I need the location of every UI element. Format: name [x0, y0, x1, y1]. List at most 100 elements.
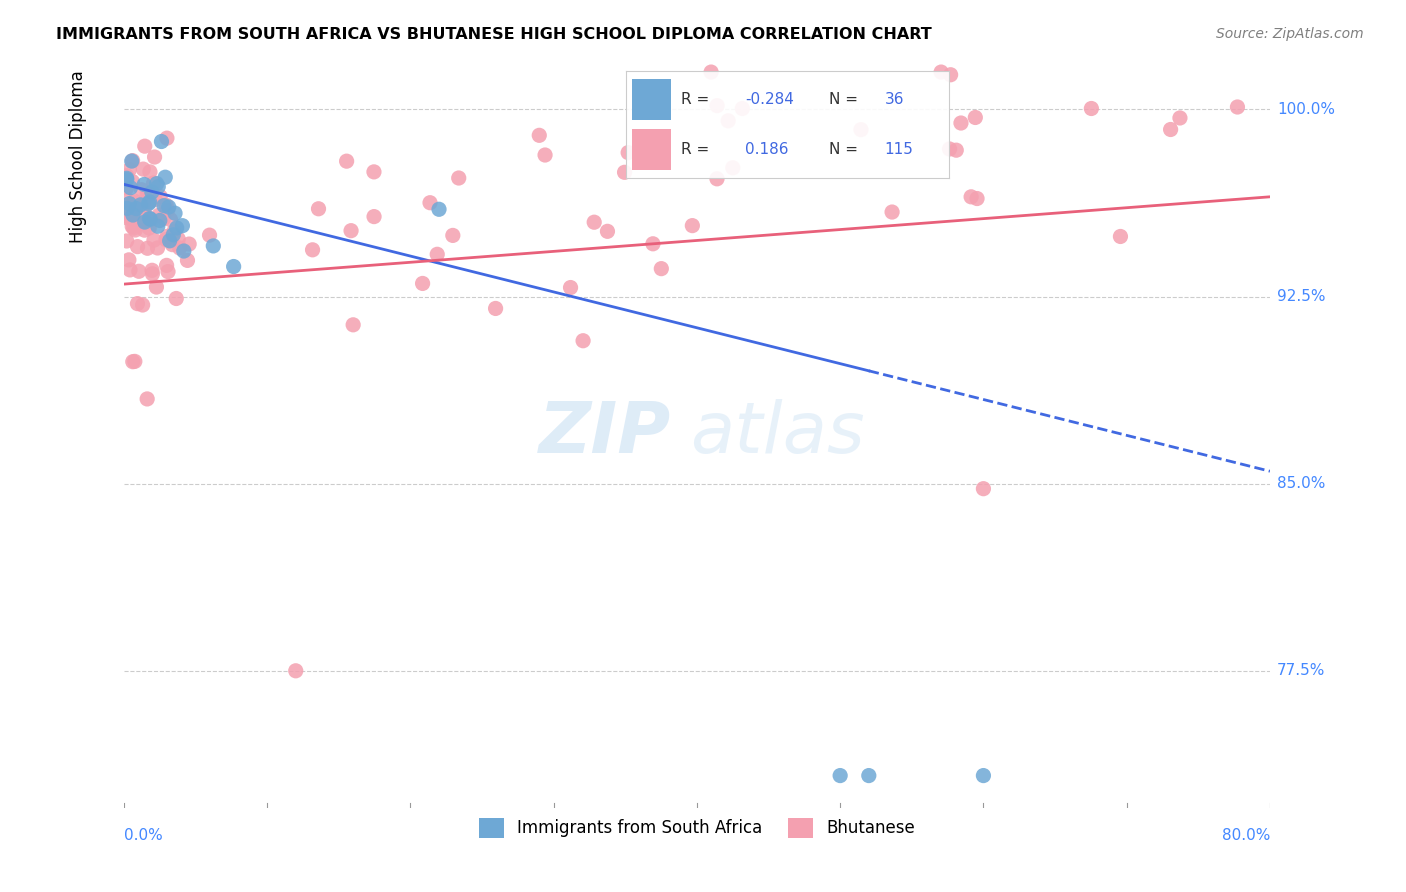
Text: R =: R = [681, 92, 714, 107]
Point [342, 318, 364, 332]
Point [121, 154, 143, 169]
Text: -0.284: -0.284 [745, 92, 794, 107]
Point [115, 234, 138, 248]
Point [159, 234, 181, 248]
Point [127, 212, 149, 227]
Point [145, 177, 167, 191]
Point [706, 98, 728, 112]
Point [1160, 122, 1182, 136]
Text: 100.0%: 100.0% [1277, 102, 1336, 117]
Point [145, 280, 167, 294]
Point [427, 202, 450, 217]
Point [529, 128, 551, 143]
Point [134, 223, 156, 237]
Point [125, 202, 148, 216]
Point [141, 185, 163, 199]
Point [613, 165, 636, 179]
Point [419, 195, 441, 210]
Point [155, 233, 177, 247]
Point [965, 111, 987, 125]
Point [426, 247, 449, 261]
Point [142, 176, 165, 190]
Point [162, 237, 184, 252]
Point [939, 68, 962, 82]
Point [159, 212, 181, 227]
Text: 0.0%: 0.0% [124, 828, 163, 843]
Point [534, 148, 557, 162]
Point [583, 215, 606, 229]
Point [157, 200, 180, 214]
Point [650, 261, 672, 276]
Point [173, 244, 195, 258]
Point [149, 213, 172, 227]
Point [121, 174, 143, 188]
Point [156, 203, 179, 218]
Bar [633, 78, 671, 120]
Point [717, 113, 740, 128]
Text: N =: N = [830, 142, 863, 157]
Point [849, 122, 872, 136]
Point [152, 211, 174, 226]
Point [134, 215, 156, 229]
Point [155, 170, 177, 185]
Point [929, 65, 952, 79]
Point [124, 354, 146, 368]
Point [731, 102, 754, 116]
Point [118, 210, 141, 224]
Point [120, 180, 142, 194]
Point [136, 241, 159, 255]
Point [121, 219, 143, 234]
Point [115, 171, 138, 186]
Point [138, 221, 160, 235]
Point [115, 169, 138, 183]
Point [122, 195, 145, 210]
Point [706, 171, 728, 186]
Text: High School Diploma: High School Diploma [69, 70, 87, 244]
Point [117, 193, 139, 207]
Point [167, 232, 190, 246]
Point [412, 277, 434, 291]
Point [150, 135, 173, 149]
Point [202, 239, 225, 253]
Point [156, 265, 179, 279]
Point [118, 252, 141, 267]
Point [641, 236, 664, 251]
Point [115, 211, 138, 225]
Point [1109, 229, 1132, 244]
Point [700, 65, 723, 79]
Point [156, 131, 179, 145]
Text: 77.5%: 77.5% [1277, 664, 1326, 678]
Point [960, 190, 983, 204]
Point [115, 202, 138, 217]
Point [115, 202, 138, 216]
Text: 85.0%: 85.0% [1277, 476, 1326, 491]
Point [156, 229, 179, 244]
Point [880, 205, 903, 219]
Point [222, 260, 245, 274]
Point [945, 143, 967, 157]
Point [163, 225, 186, 239]
Point [340, 224, 363, 238]
Point [308, 202, 330, 216]
Point [129, 198, 152, 212]
Point [153, 199, 176, 213]
Point [830, 768, 852, 782]
Text: 92.5%: 92.5% [1277, 289, 1326, 304]
Point [141, 263, 163, 277]
Text: 80.0%: 80.0% [1222, 828, 1270, 843]
Point [138, 211, 160, 226]
Point [165, 292, 187, 306]
Point [938, 142, 960, 156]
Point [484, 301, 506, 316]
Point [198, 228, 221, 243]
Point [141, 267, 163, 281]
Point [115, 181, 138, 195]
Point [858, 768, 880, 782]
Point [148, 179, 170, 194]
Text: 36: 36 [884, 92, 904, 107]
Point [139, 212, 162, 227]
Legend: Immigrants from South Africa, Bhutanese: Immigrants from South Africa, Bhutanese [472, 811, 921, 845]
Point [572, 334, 595, 348]
Point [972, 768, 994, 782]
Point [138, 187, 160, 202]
